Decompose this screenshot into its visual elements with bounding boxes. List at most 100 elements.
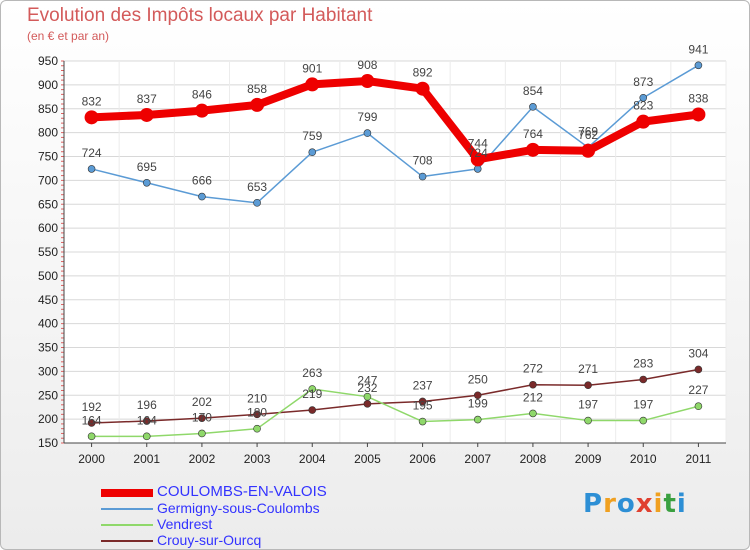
data-point: [250, 97, 265, 112]
data-label: 197: [633, 398, 653, 412]
data-point: [142, 178, 151, 187]
logo-letter: o: [616, 489, 636, 519]
legend-swatch: [101, 508, 153, 510]
legend-item: Germigny-sous-Coulombs: [101, 500, 361, 517]
data-label: 227: [688, 383, 708, 397]
data-point: [418, 397, 427, 406]
data-label: 873: [633, 75, 653, 89]
logo-letter: x: [635, 489, 654, 519]
data-label: 212: [523, 390, 543, 404]
data-label: 764: [523, 127, 543, 141]
data-point: [691, 107, 706, 122]
legend-label: COULOMBS-EN-VALOIS: [157, 483, 327, 500]
data-point: [87, 419, 96, 427]
data-label: 192: [82, 400, 102, 414]
data-point: [639, 375, 648, 384]
data-point: [142, 432, 151, 441]
data-point: [473, 415, 482, 424]
legend-label: Vendrest: [157, 516, 213, 532]
data-label: 695: [137, 160, 157, 174]
y-tick-label: 600: [38, 221, 58, 235]
data-label: 170: [192, 410, 212, 424]
data-label: 304: [688, 346, 708, 360]
y-tick-label: 400: [38, 317, 58, 331]
legend-swatch: [101, 524, 153, 526]
data-point: [363, 392, 372, 401]
data-point: [139, 107, 154, 122]
data-label: 724: [82, 146, 102, 160]
data-point: [360, 74, 375, 89]
data-label: 666: [192, 174, 212, 188]
data-label: 941: [688, 42, 708, 56]
y-tick-label: 350: [38, 341, 58, 355]
x-tick-label: 2004: [299, 452, 326, 466]
data-label: 196: [137, 398, 157, 412]
data-point: [470, 152, 485, 167]
x-tick-label: 2010: [630, 452, 657, 466]
legend-label: Crouy-sur-Ourcq: [157, 532, 262, 548]
data-point: [418, 172, 427, 181]
data-label: 653: [247, 180, 267, 194]
series-line: [90, 388, 700, 438]
data-point: [308, 406, 317, 414]
data-point: [87, 432, 96, 441]
data-label: 164: [137, 413, 157, 427]
data-label: 197: [578, 398, 598, 412]
data-point: [363, 400, 372, 408]
data-label: 708: [413, 154, 433, 168]
x-tick-label: 2007: [464, 452, 491, 466]
y-tick-label: 950: [38, 54, 58, 68]
logo-letter: i: [653, 489, 664, 519]
y-tick-label: 150: [38, 436, 58, 450]
logo-letter: i: [676, 489, 687, 519]
data-label: 838: [688, 91, 708, 105]
x-tick-label: 2008: [520, 452, 547, 466]
data-point: [418, 417, 427, 426]
data-point: [529, 409, 537, 418]
data-label: 247: [357, 374, 377, 388]
data-label: 202: [192, 395, 212, 409]
data-point: [584, 381, 592, 390]
data-point: [198, 414, 206, 422]
data-label: 263: [302, 366, 322, 380]
y-tick-label: 550: [38, 245, 58, 259]
data-label: 837: [137, 92, 157, 106]
legend-item: Crouy-sur-Ourcq: [101, 532, 361, 549]
logo-letter: r: [603, 489, 617, 519]
data-label: 283: [633, 356, 653, 370]
data-label: 237: [413, 378, 433, 392]
data-point: [308, 148, 317, 157]
x-tick-label: 2009: [575, 452, 602, 466]
data-label: 759: [302, 129, 322, 143]
y-tick-label: 900: [38, 78, 58, 92]
data-label: 769: [578, 124, 598, 138]
data-point: [253, 199, 261, 207]
data-label: 892: [413, 66, 433, 80]
legend-item: COULOMBS-EN-VALOIS: [101, 483, 361, 501]
data-label: 164: [82, 413, 102, 427]
legend-label: Germigny-sous-Coulombs: [157, 500, 320, 516]
data-point: [253, 424, 261, 433]
data-label: 854: [523, 84, 543, 98]
data-label: 744: [468, 136, 488, 150]
data-point: [525, 142, 540, 157]
data-point: [308, 385, 317, 393]
x-tick-label: 2005: [354, 452, 381, 466]
data-label: 724: [468, 146, 488, 160]
data-label: 232: [357, 381, 377, 395]
data-label: 823: [633, 99, 653, 113]
chart-title: Evolution des Impôts locaux par Habitant: [27, 5, 373, 26]
x-tick-label: 2001: [133, 452, 160, 466]
y-tick-label: 250: [38, 388, 58, 402]
data-label: 832: [82, 94, 102, 108]
data-point: [694, 402, 703, 411]
series-line: [90, 368, 700, 424]
logo-letter: P: [583, 489, 604, 519]
data-point: [473, 165, 482, 173]
data-point: [363, 129, 372, 137]
data-point: [198, 429, 206, 438]
data-point: [194, 103, 209, 118]
y-tick-label: 500: [38, 269, 58, 283]
data-point: [87, 165, 96, 173]
